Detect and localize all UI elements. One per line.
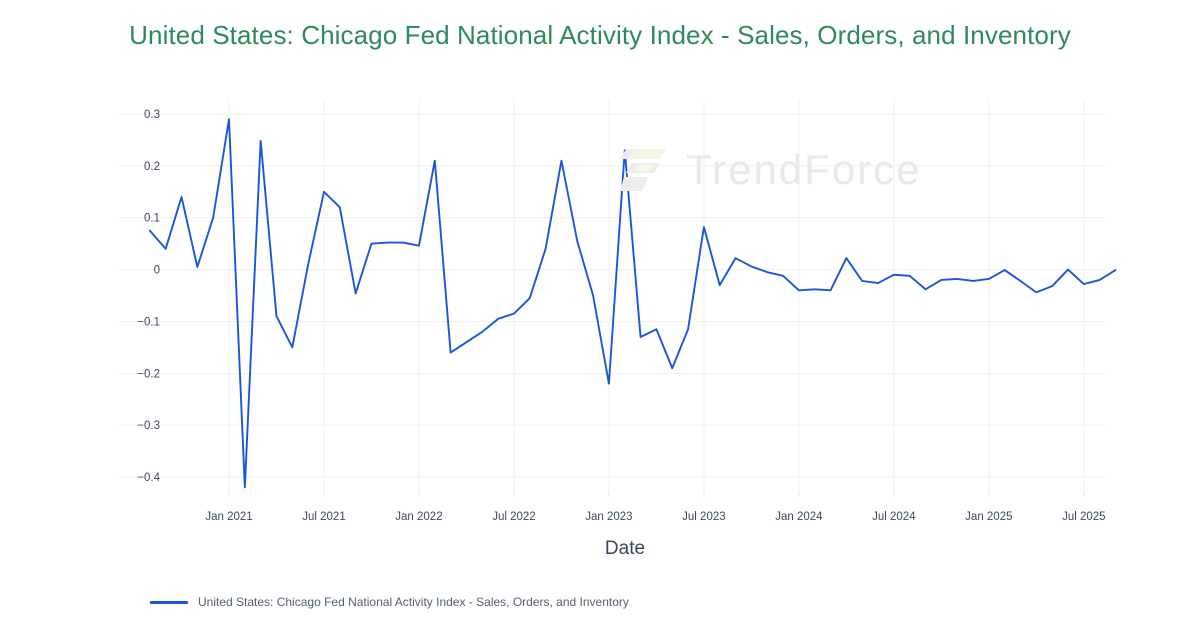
y-axis-tick-label: 0.2 [144,161,160,173]
chart-legend[interactable]: United States: Chicago Fed National Acti… [150,595,629,609]
series-line-cfnai [148,118,1117,489]
y-axis-tick-label: 0.1 [144,213,160,225]
y-axis-tick-label: −0.1 [137,316,160,328]
y-axis-tick-label: −0.3 [137,420,160,432]
x-axis-tick-label: Jul 2023 [682,511,725,523]
x-axis-tick-labels: Jan 2021 Jul 2021 Jan 2022 Jul 2022 Jan 2023… [205,511,1105,523]
legend-color-swatch [150,600,188,604]
x-axis-title: Date [605,538,645,559]
x-axis-tick-marks [228,492,1085,497]
y-axis-tick-label: −0.4 [137,472,160,484]
x-axis-tick-label: Jul 2025 [1062,511,1105,523]
x-axis-tick-label: Jul 2022 [492,511,535,523]
x-axis-tick-label: Jan 2021 [205,511,252,523]
y-axis-tick-label: 0.3 [144,109,160,121]
x-axis-tick-label: Jan 2022 [395,511,442,523]
x-axis-tick-label: Jul 2024 [872,511,916,523]
y-axis-tick-label: −0.2 [137,368,160,380]
x-axis-tick-label: Jul 2021 [302,511,345,523]
legend-item-label: United States: Chicago Fed National Acti… [198,595,629,609]
x-axis-tick-label: Jan 2025 [965,511,1012,523]
y-axis-tick-label: 0 [154,265,160,277]
chart-title: United States: Chicago Fed National Acti… [129,20,1071,50]
x-axis-tick-label: Jan 2023 [585,511,632,523]
gridlines-group [118,100,1105,492]
x-axis-tick-label: Jan 2024 [775,511,823,523]
y-axis-tick-labels: 0.3 0.2 0.1 0 −0.1 −0.2 −0.3 −0.4 [137,109,160,484]
